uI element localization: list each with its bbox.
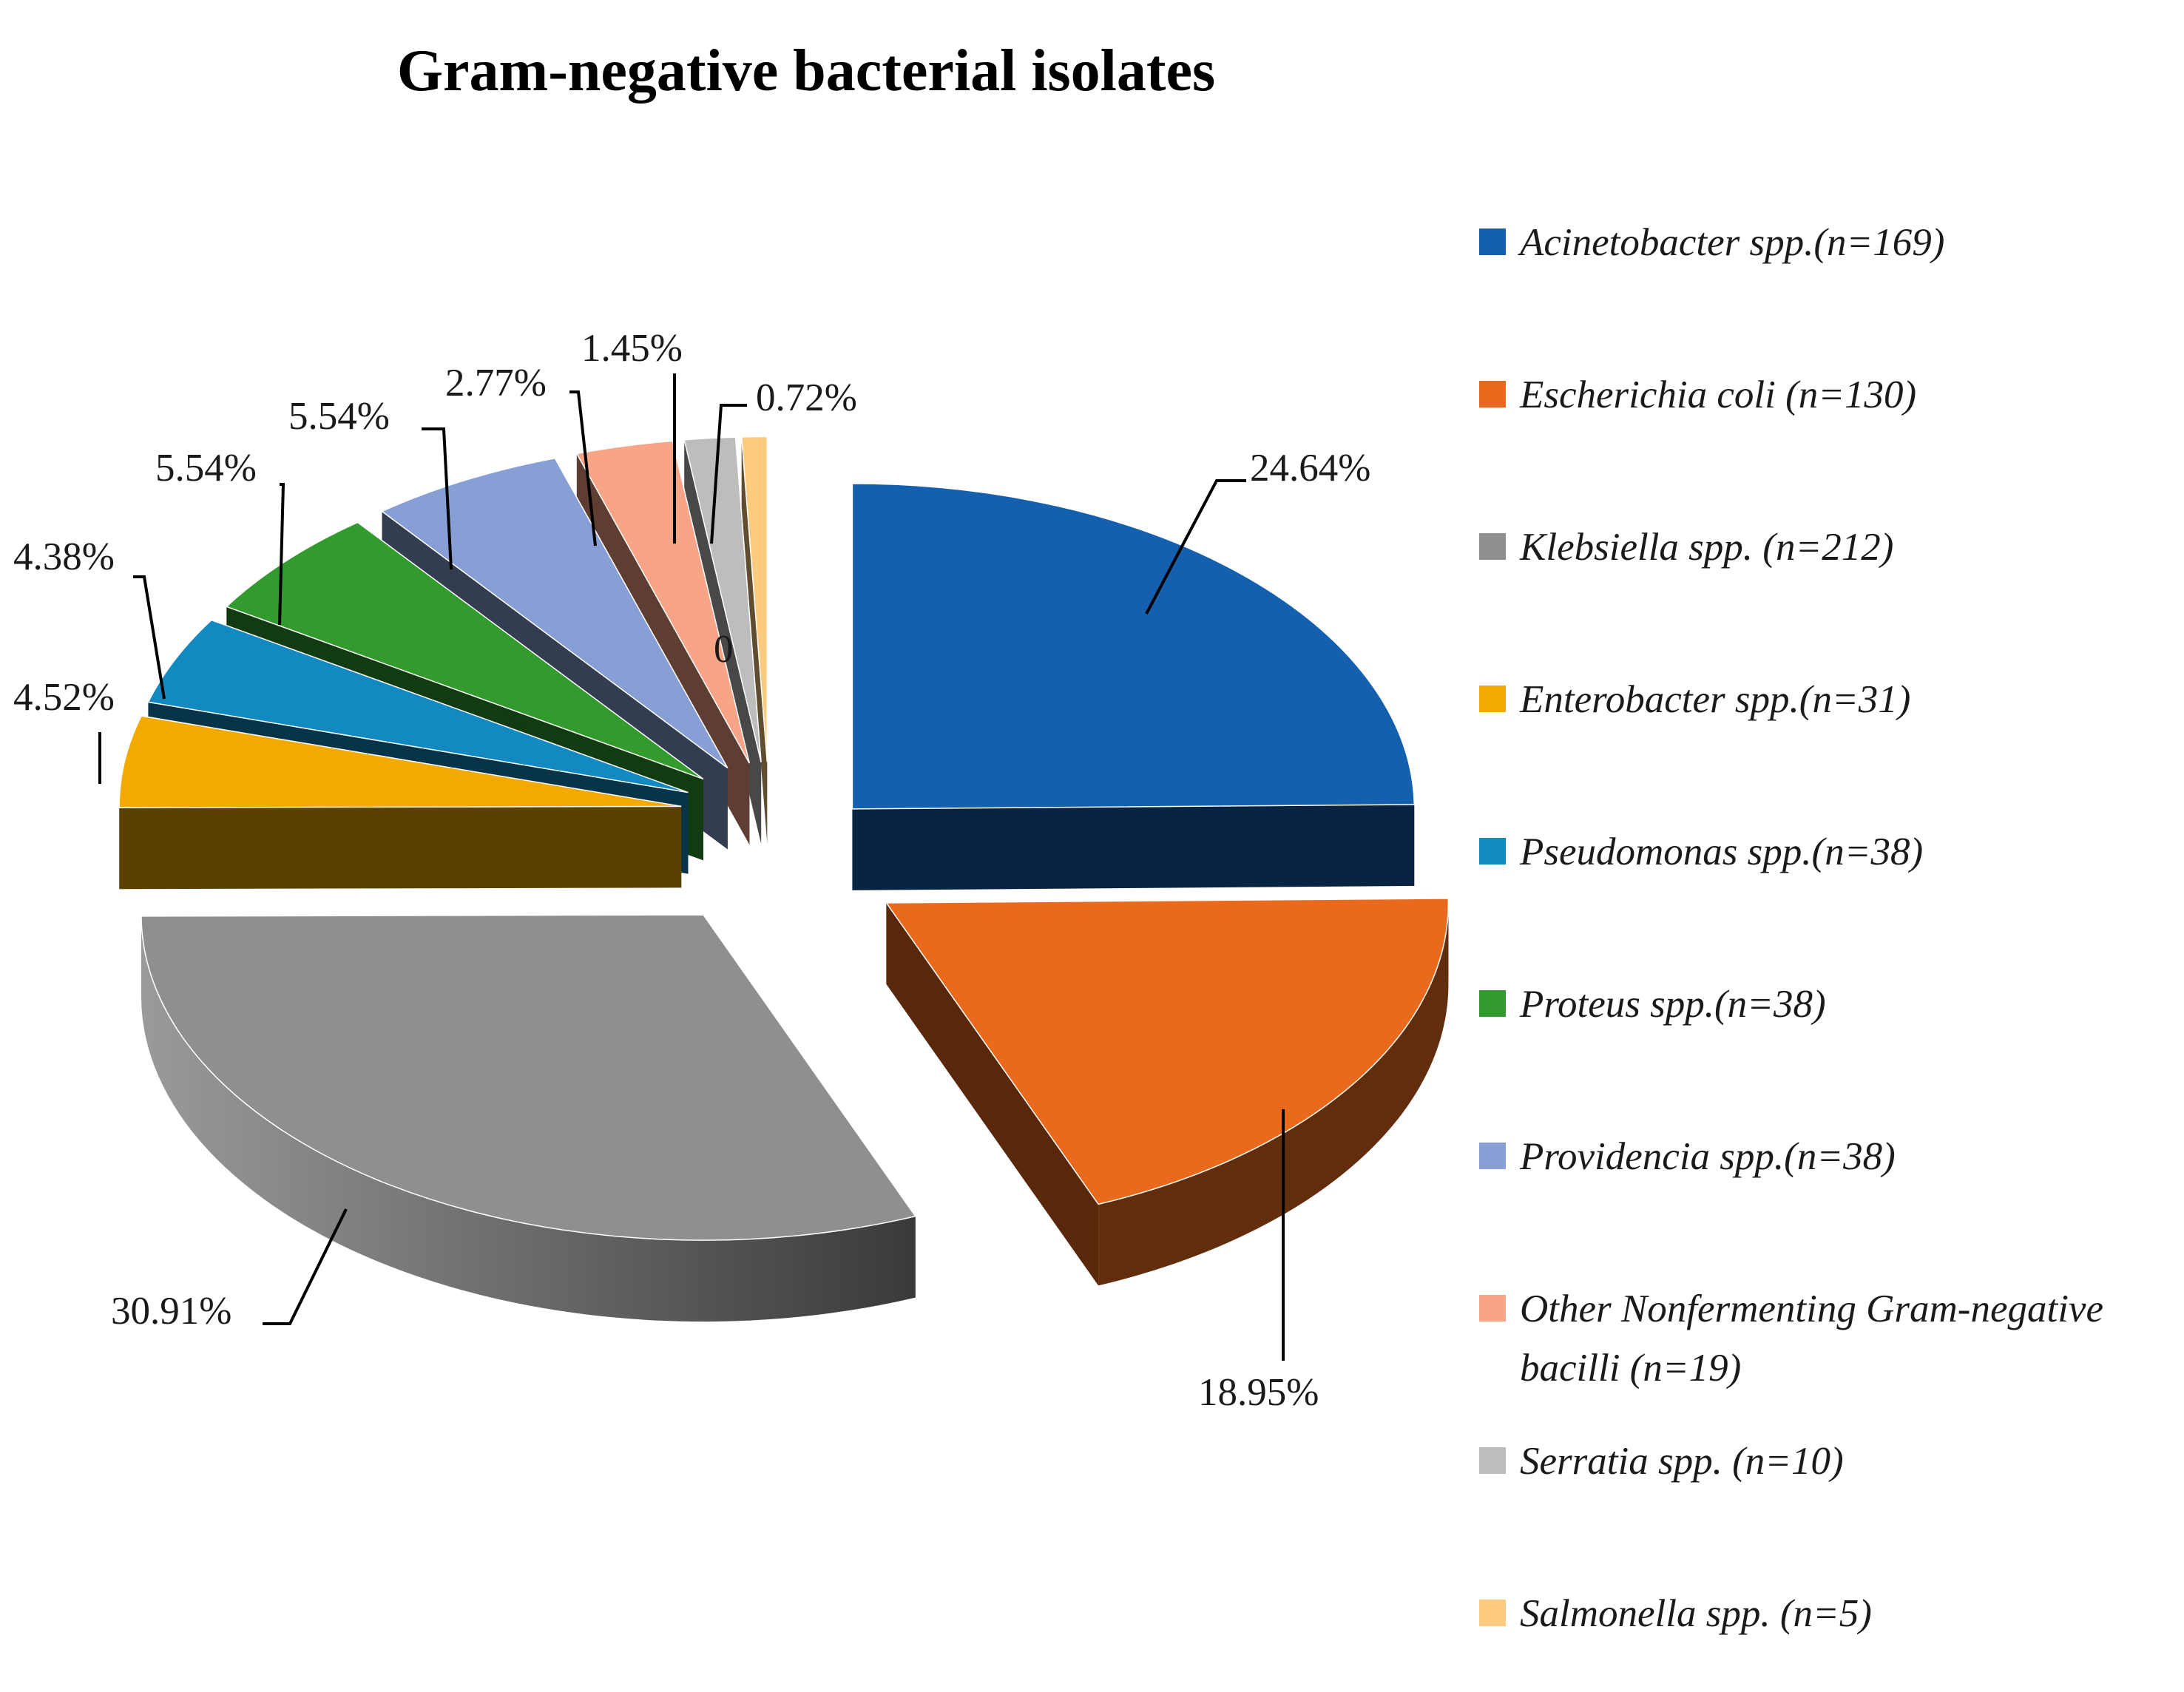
legend-swatch <box>1479 533 1506 560</box>
legend-item-providencia-spp: Providencia spp.(n=38) <box>1479 1135 1896 1178</box>
legend-item-acinetobacter-spp: Acinetobacter spp.(n=169) <box>1479 221 1944 264</box>
legend-label: Enterobacter spp.(n=31) <box>1519 678 1910 721</box>
data-label-escherichia-coli: 18.95% <box>1198 1371 1319 1414</box>
leader-line <box>710 404 747 544</box>
slice-acinetobacter-spp <box>851 483 1416 810</box>
legend-label: Proteus spp.(n=38) <box>1519 983 1826 1026</box>
legend-label: Escherichia coli (n=130) <box>1519 373 1916 416</box>
data-label-pseudomonas-spp: 4.38% <box>13 535 115 578</box>
legend-swatch <box>1479 1600 1506 1626</box>
slice-salmonella-spp <box>740 436 768 762</box>
slice-enterobacter-spp <box>118 715 682 808</box>
legend-swatch <box>1479 686 1506 712</box>
slice-klebsiella-spp <box>141 914 916 1241</box>
legend-item-proteus-spp: Proteus spp.(n=38) <box>1479 983 1826 1026</box>
legend-label: Pseudomonas spp.(n=38) <box>1519 830 1923 873</box>
legend-label: Acinetobacter spp.(n=169) <box>1518 221 1944 264</box>
legend-item-other-nonfermenting-gram-negative-bacilli: Other Nonfermenting Gram-negative bacilli… <box>1479 1287 2103 1390</box>
slice-serratia-spp <box>683 436 762 762</box>
legend-swatch <box>1479 1143 1506 1169</box>
data-label-acinetobacter-spp: 24.64% <box>1250 447 1370 490</box>
legend-label: Serratia spp. (n=10) <box>1520 1440 1844 1483</box>
data-label-other-nonfermenting-gram-negative-bacilli: 2.77% <box>445 362 547 405</box>
leader-line <box>422 427 453 570</box>
legend-swatch <box>1479 381 1506 407</box>
chart-title: Gram-negative bacterial isolates <box>397 38 1215 104</box>
slice-side-acinetobacter-spp <box>852 805 1415 890</box>
leader-line <box>263 1208 348 1325</box>
legend-label: Klebsiella spp. (n=212) <box>1519 526 1893 569</box>
leader-line <box>278 483 285 626</box>
legend-item-enterobacter-spp: Enterobacter spp.(n=31) <box>1479 678 1910 721</box>
legend-swatch <box>1479 229 1506 255</box>
data-label-zero: 0 <box>714 628 734 671</box>
slice-escherichia-coli <box>885 898 1450 1205</box>
legend-item-klebsiella-spp: Klebsiella spp. (n=212) <box>1479 526 1893 569</box>
legend-label: bacilli (n=19) <box>1520 1347 1741 1390</box>
data-label-serratia-spp: 1.45% <box>581 327 683 370</box>
leader-line <box>1145 479 1246 615</box>
slice-other-nonfermenting-gram-negative-bacilli <box>575 440 751 764</box>
legend-swatch <box>1479 990 1506 1017</box>
slice-side-salmonella-spp <box>741 436 768 844</box>
data-label-klebsiella-spp: 30.91% <box>111 1290 231 1333</box>
leader-line <box>569 390 597 546</box>
legend: Acinetobacter spp.(n=169) Escherichia col… <box>1479 221 2103 1635</box>
data-label-providencia-spp: 5.54% <box>288 395 390 438</box>
leader-line <box>133 575 166 700</box>
data-label-enterobacter-spp: 4.52% <box>13 676 115 719</box>
legend-label: Other Nonfermenting Gram-negative <box>1520 1287 2103 1330</box>
data-label-salmonella-spp: 0.72% <box>756 376 857 419</box>
legend-swatch <box>1479 1447 1506 1474</box>
legend-item-pseudomonas-spp: Pseudomonas spp.(n=38) <box>1479 830 1923 873</box>
legend-swatch <box>1479 1295 1506 1322</box>
legend-label: Salmonella spp. (n=5) <box>1520 1592 1872 1635</box>
slice-pseudomonas-spp <box>147 619 689 793</box>
data-label-proteus-spp: 5.54% <box>155 447 257 490</box>
legend-label: Providencia spp.(n=38) <box>1519 1135 1896 1178</box>
legend-item-salmonella-spp: Salmonella spp. (n=5) <box>1479 1592 1872 1635</box>
legend-item-escherichia-coli: Escherichia coli (n=130) <box>1479 373 1916 416</box>
slice-providencia-spp <box>381 457 728 769</box>
legend-item-serratia-spp: Serratia spp. (n=10) <box>1479 1440 1844 1483</box>
slice-proteus-spp <box>225 521 704 780</box>
legend-swatch <box>1479 838 1506 864</box>
